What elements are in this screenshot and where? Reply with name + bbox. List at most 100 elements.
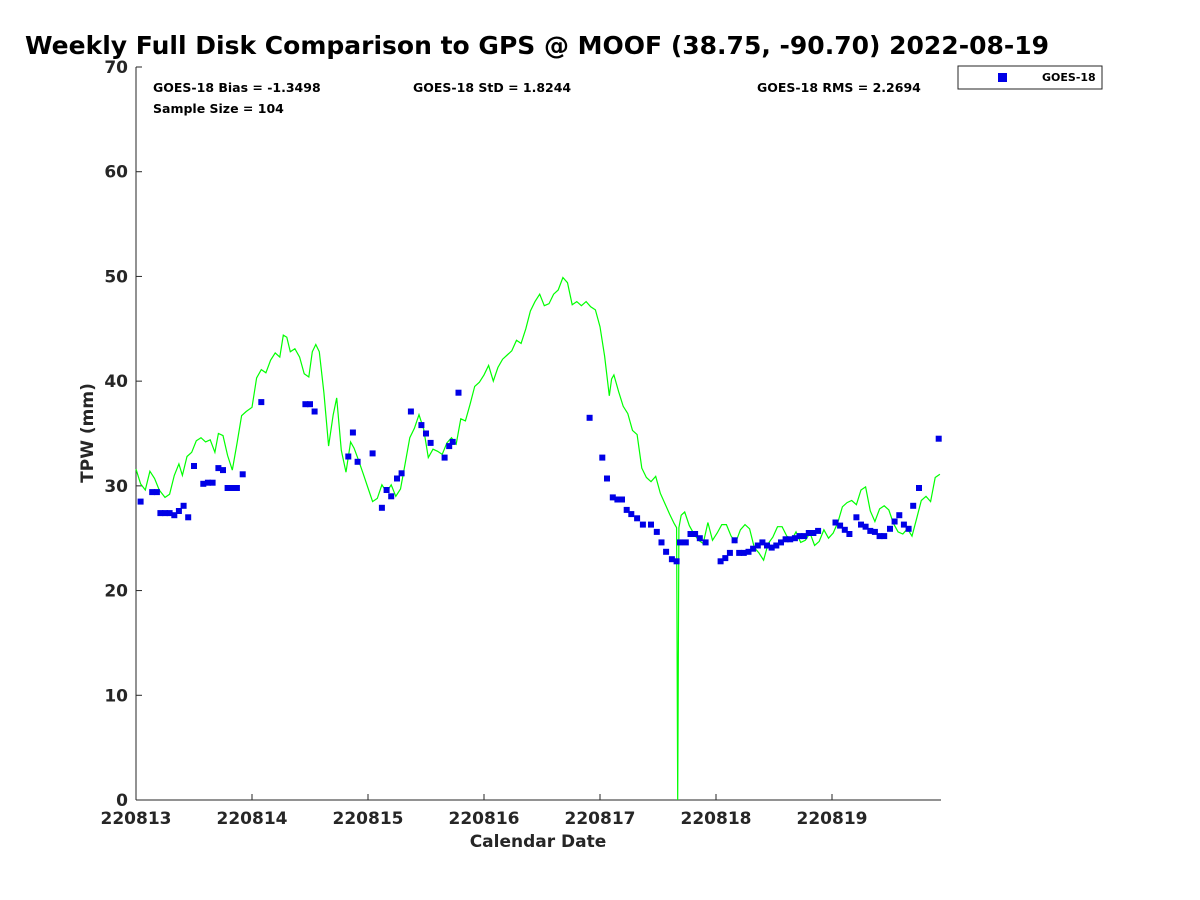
goes18-point (200, 480, 207, 487)
goes18-point (663, 548, 670, 555)
goes18-point (682, 539, 689, 546)
goes18-point (639, 521, 646, 528)
goes18-point (891, 518, 898, 525)
goes18-point (791, 535, 798, 542)
goes18-point (398, 470, 405, 477)
goes18-point (609, 494, 616, 501)
goes18-point (740, 549, 747, 556)
x-tick-label: 220819 (797, 809, 868, 829)
goes18-point (634, 515, 641, 522)
goes18-point (180, 502, 187, 509)
goes18-point (736, 549, 743, 556)
goes18-point (782, 536, 789, 543)
goes18-point (764, 542, 770, 549)
y-tick-label: 70 (104, 58, 128, 78)
goes18-point (455, 389, 462, 396)
goes18-point (185, 514, 192, 521)
goes18-point (717, 558, 724, 565)
goes18-point (658, 539, 665, 546)
goes18-point (349, 429, 356, 436)
goes18-point (692, 531, 699, 537)
goes18-point (768, 544, 775, 551)
goes18-point (805, 530, 812, 536)
goes18-point (867, 527, 874, 534)
goes18-point (668, 556, 675, 563)
goes18-point (853, 514, 860, 521)
goes18-point (394, 475, 400, 482)
goes18-point (137, 498, 144, 505)
goes18-point (162, 510, 168, 517)
goes18-point (801, 533, 808, 540)
goes18-point (239, 471, 246, 478)
goes18-point (731, 537, 738, 544)
rms-stat: GOES-18 RMS = 2.2694 (757, 80, 921, 95)
x-tick-label: 220813 (101, 809, 172, 829)
goes18-point (354, 458, 361, 465)
legend: GOES-18 (957, 65, 1103, 90)
goes18-point (702, 539, 709, 546)
goes18-point (153, 489, 160, 496)
goes18-point (423, 430, 429, 437)
bias-stat: GOES-18 Bias = -1.3498 (153, 80, 321, 95)
goes18-point (687, 531, 694, 537)
goes18-point (787, 536, 794, 543)
plot-area (136, 67, 941, 800)
y-axis-label: TPW (mm) (78, 383, 98, 483)
goes18-point (796, 533, 803, 540)
goes18-point (204, 479, 211, 486)
y-ticks: 0 10 20 30 40 50 60 70 (104, 58, 142, 811)
goes18-point (407, 408, 414, 415)
gps-line (135, 276, 941, 801)
goes18-point (427, 439, 434, 446)
goes18-point (258, 399, 265, 406)
goes18-point (449, 438, 456, 445)
std-stat: GOES-18 StD = 1.8244 (413, 80, 571, 95)
y-tick-label: 30 (104, 477, 128, 497)
goes18-point (815, 527, 822, 534)
goes18-point (871, 528, 878, 535)
goes18-point (166, 510, 173, 517)
goes18-point (191, 463, 197, 469)
goes18-point (858, 521, 864, 528)
goes18-point (759, 539, 766, 546)
goes18-point (887, 525, 893, 532)
goes18-point (628, 511, 635, 518)
goes18-point (910, 502, 917, 509)
x-tick-label: 220815 (333, 809, 404, 829)
goes18-point (773, 542, 780, 549)
x-tick-label: 220814 (217, 809, 288, 829)
goes18-point (369, 450, 376, 457)
x-tick-label: 220817 (565, 809, 636, 829)
goes18-point (677, 539, 683, 546)
goes18-point (345, 453, 352, 460)
goes18-point (220, 467, 226, 474)
legend-label: GOES-18 (1042, 71, 1096, 84)
y-tick-label: 20 (104, 582, 128, 602)
goes18-point (837, 522, 844, 529)
goes18-point (726, 549, 733, 556)
goes18-point (916, 485, 922, 491)
goes18-point (388, 493, 395, 500)
goes18-point (307, 401, 313, 408)
goes18-point (311, 408, 318, 415)
sample-size: Sample Size = 104 (153, 101, 284, 116)
y-tick-label: 10 (104, 686, 128, 706)
x-ticks: 220813 220814 220815 220816 220817 220818 2208… (101, 794, 868, 829)
goes18-point (778, 539, 784, 546)
goes18-point (810, 530, 817, 536)
goes18-point (750, 545, 757, 552)
goes18-point (383, 487, 390, 493)
goes18-point (302, 401, 309, 408)
goes18-point (745, 548, 752, 555)
goes18-point (832, 519, 839, 526)
goes18-point (233, 485, 240, 491)
goes18-point (446, 443, 453, 450)
goes18-point (754, 542, 761, 549)
y-tick-label: 0 (116, 791, 128, 811)
goes18-point (418, 422, 425, 429)
goes18-point (846, 531, 853, 537)
y-tick-label: 60 (104, 163, 128, 183)
goes18-point (157, 510, 164, 517)
goes18-point (900, 521, 907, 528)
